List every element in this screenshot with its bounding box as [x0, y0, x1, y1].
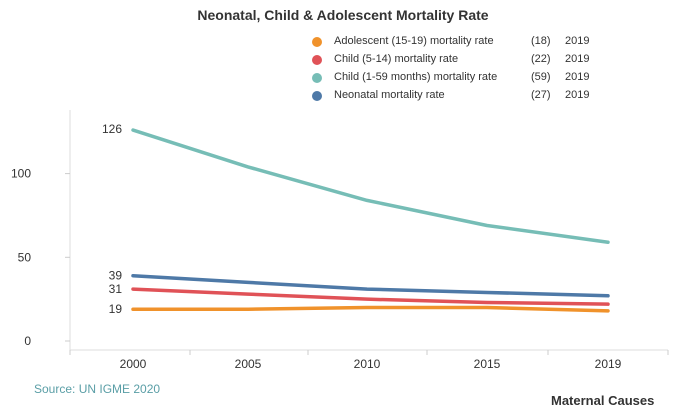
legend-item-neonatal[interactable]: Neonatal mortality rate (27) 2019 [312, 88, 612, 106]
legend-dot-icon [312, 55, 322, 65]
legend-label: Child (1-59 months) mortality rate [334, 71, 498, 83]
legend: Adolescent (15-19) mortality rate (18) 2… [312, 34, 612, 106]
data-label: 19 [109, 302, 123, 316]
legend-year: 2019 [565, 89, 590, 101]
legend-item-child-5-14[interactable]: Child (5-14) mortality rate (22) 2019 [312, 52, 612, 70]
legend-label: Child (5-14) mortality rate [334, 53, 459, 65]
data-label: 31 [109, 282, 123, 296]
y-tick-label: 0 [24, 334, 31, 348]
legend-label: Neonatal mortality rate [334, 89, 445, 101]
legend-dot-icon [312, 73, 322, 83]
x-tick-label: 2000 [120, 357, 147, 371]
chart-title: Neonatal, Child & Adolescent Mortality R… [197, 7, 489, 23]
legend-value: (27) [531, 89, 551, 101]
legend-item-adolescent[interactable]: Adolescent (15-19) mortality rate (18) 2… [312, 34, 612, 52]
legend-year: 2019 [565, 53, 590, 65]
x-tick-label: 2015 [474, 357, 501, 371]
legend-dot-icon [312, 37, 322, 47]
legend-year: 2019 [565, 71, 590, 83]
legend-label: Adolescent (15-19) mortality rate [334, 35, 494, 47]
series-line [131, 273, 610, 298]
legend-dot-icon [312, 91, 322, 101]
legend-value: (18) [531, 35, 551, 47]
data-label: 126 [102, 122, 122, 136]
series-line [131, 305, 610, 313]
legend-year: 2019 [565, 35, 590, 47]
data-label: 39 [109, 269, 123, 283]
series-line [131, 287, 610, 306]
y-tick-label: 100 [11, 167, 31, 181]
x-tick-label: 2005 [235, 357, 262, 371]
legend-value: (22) [531, 53, 551, 65]
series-line [131, 128, 610, 244]
next-section-title: Maternal Causes [551, 393, 655, 408]
legend-value: (59) [531, 71, 551, 83]
source-note: Source: UN IGME 2020 [34, 382, 161, 396]
legend-item-child-1-59[interactable]: Child (1-59 months) mortality rate (59) … [312, 70, 612, 88]
x-tick-label: 2010 [354, 357, 381, 371]
x-tick-label: 2019 [595, 357, 622, 371]
y-tick-label: 50 [18, 250, 32, 264]
